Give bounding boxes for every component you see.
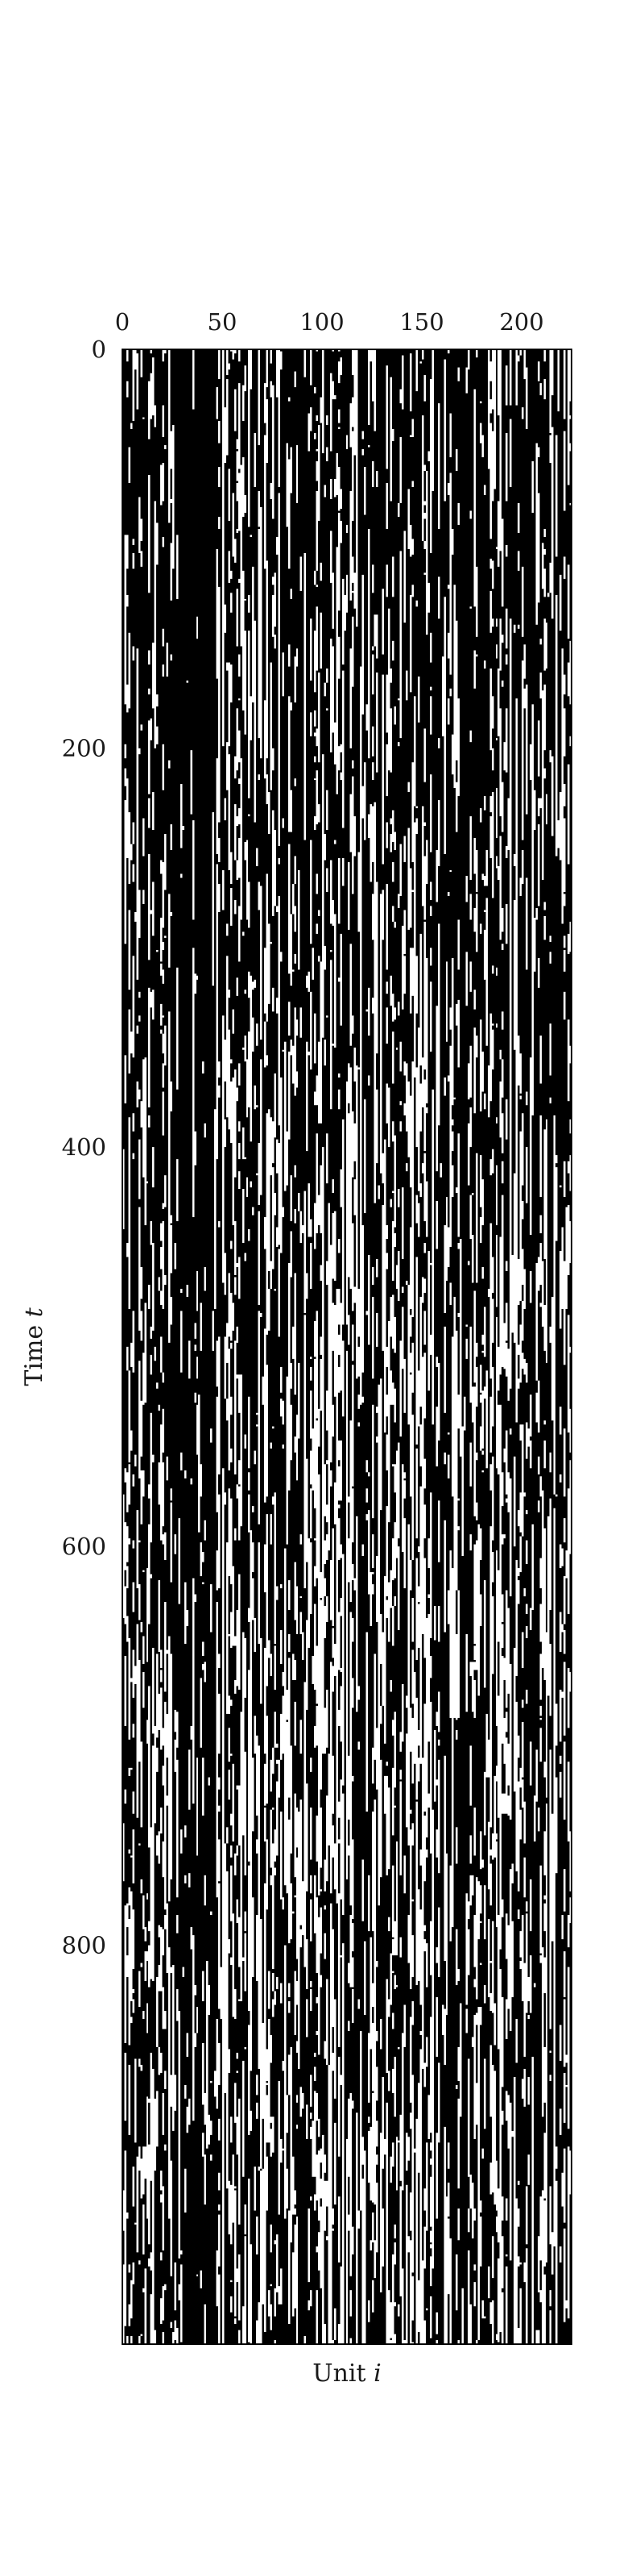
x-tick-label: 150 bbox=[399, 308, 444, 336]
x-tick-label: 100 bbox=[299, 308, 344, 336]
y-axis-ticks: 0 200 400 600 800 bbox=[62, 336, 106, 1959]
y-tick-label: 600 bbox=[62, 1533, 106, 1560]
y-tick-label: 0 bbox=[92, 336, 106, 363]
raster-heatmap bbox=[122, 349, 572, 2344]
x-axis-ticks: 0 50 100 150 200 bbox=[115, 308, 544, 336]
y-axis-label: Time t bbox=[20, 1307, 48, 1385]
x-tick-label: 50 bbox=[208, 308, 237, 336]
x-axis-label: Unit i bbox=[312, 2359, 381, 2388]
x-tick-label: 200 bbox=[499, 308, 543, 336]
raster-image bbox=[122, 349, 572, 2344]
plot-frame bbox=[122, 349, 572, 2345]
x-tick-label: 0 bbox=[115, 308, 130, 336]
y-tick-label: 400 bbox=[62, 1133, 106, 1161]
y-tick-label: 200 bbox=[62, 735, 106, 762]
y-tick-label: 800 bbox=[62, 1931, 106, 1959]
